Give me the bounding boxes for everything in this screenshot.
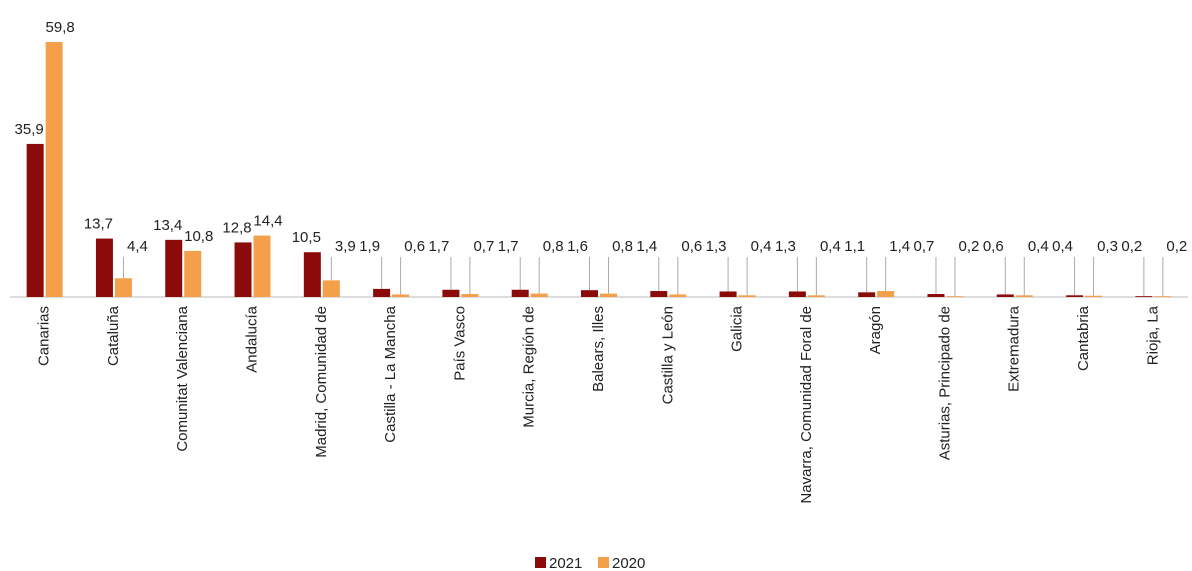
bar	[1066, 295, 1084, 297]
x-tick-label: Madrid, Comunidad de	[313, 306, 330, 458]
bar	[927, 294, 945, 297]
x-tick-label: Navarra, Comunidad Foral de	[798, 306, 815, 504]
data-label: 1,9	[359, 238, 380, 255]
x-tick-label: Asturias, Principado de	[936, 306, 953, 460]
legend-label: 2021	[549, 555, 582, 571]
data-label: 0,3	[1097, 238, 1118, 255]
x-tick-label: Balears, Illes	[590, 306, 607, 392]
bar	[373, 288, 391, 297]
x-tick-label: Canarias	[36, 306, 53, 366]
data-label: 10,8	[184, 228, 213, 245]
data-label: 0,4	[1052, 238, 1073, 255]
data-label: 14,4	[253, 213, 282, 230]
data-label: 0,2	[1166, 238, 1187, 255]
data-label: 0,6	[681, 238, 702, 255]
bar	[600, 293, 617, 297]
x-tick-label: Galicia	[729, 305, 746, 352]
data-label: 35,9	[15, 121, 44, 138]
x-tick-label: Castilla - La Mancha	[382, 305, 399, 442]
bar	[303, 252, 321, 297]
bar	[719, 291, 737, 297]
data-label: 0,6	[983, 238, 1004, 255]
x-tick-label: Aragón	[867, 306, 884, 354]
x-tick-label: Castilla y León	[659, 306, 676, 404]
bar	[1015, 295, 1033, 297]
bar	[165, 239, 183, 297]
bar	[788, 291, 806, 297]
bar	[669, 294, 687, 297]
bar	[26, 143, 44, 297]
bar	[858, 292, 876, 297]
bar	[581, 290, 598, 297]
x-tick-label: Andalucía	[243, 305, 260, 372]
bar	[650, 291, 668, 297]
x-tick-label: Extremadura	[1006, 305, 1023, 392]
data-label: 13,4	[153, 217, 182, 234]
bar	[95, 238, 113, 297]
data-label: 0,4	[751, 238, 772, 255]
data-label: 0,6	[404, 238, 425, 255]
data-label: 0,4	[1028, 238, 1049, 255]
bar	[253, 235, 271, 297]
data-label: 0,8	[612, 238, 633, 255]
data-label: 1,3	[775, 238, 796, 255]
bar	[461, 294, 479, 297]
bar	[45, 42, 63, 297]
data-label: 4,4	[127, 238, 148, 255]
bar	[946, 296, 964, 297]
data-label: 0,7	[473, 238, 494, 255]
x-tick-label: País Vasco	[451, 306, 468, 381]
data-label: 1,7	[428, 238, 449, 255]
legend-swatch	[598, 557, 609, 568]
data-label: 13,7	[84, 216, 113, 233]
bar	[234, 242, 252, 297]
data-label: 59,8	[46, 19, 75, 36]
bar	[738, 295, 756, 297]
bar	[1085, 295, 1103, 297]
data-label: 10,5	[292, 229, 321, 246]
data-label: 1,3	[706, 238, 727, 255]
x-tick-label: Cataluña	[105, 305, 122, 366]
data-label: 0,8	[543, 238, 564, 255]
data-label: 1,6	[567, 238, 588, 255]
bar	[184, 250, 202, 297]
bar	[530, 293, 548, 297]
bar	[114, 278, 132, 297]
bar	[511, 289, 529, 297]
data-label: 1,4	[636, 238, 657, 255]
x-tick-label: Murcia, Región de	[521, 306, 538, 428]
x-tick-label: Comunitat Valenciana	[174, 305, 191, 451]
bar	[442, 289, 460, 297]
bar	[1154, 296, 1172, 297]
data-label: 0,7	[914, 238, 935, 255]
data-label: 0,2	[1121, 238, 1142, 255]
data-label: 3,9	[335, 238, 356, 255]
x-tick-label: Rioja, La	[1144, 305, 1161, 365]
bar	[322, 280, 340, 297]
bar	[996, 294, 1014, 297]
x-tick-label: Cantabria	[1075, 305, 1092, 371]
bar	[392, 294, 410, 297]
bar	[877, 291, 895, 297]
bar	[1135, 296, 1153, 297]
bar	[807, 295, 825, 297]
data-label: 1,7	[498, 238, 519, 255]
legend-swatch	[535, 557, 546, 568]
legend-label: 2020	[612, 555, 645, 571]
data-label: 1,4	[889, 238, 910, 255]
data-label: 1,1	[844, 238, 865, 255]
data-label: 0,2	[959, 238, 980, 255]
data-label: 0,4	[820, 238, 841, 255]
data-label: 12,8	[222, 219, 251, 236]
